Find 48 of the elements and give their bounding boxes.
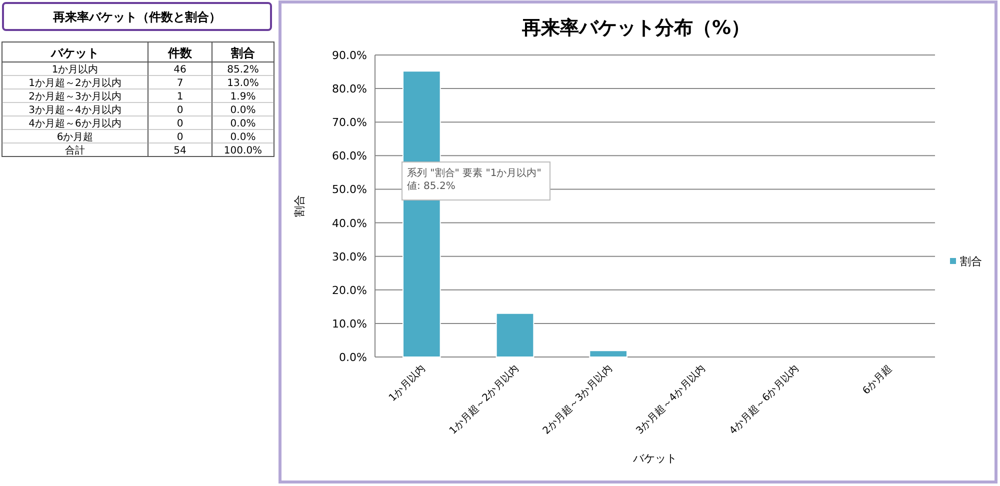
x-tick-label: 2か月超～3か月以内 [540,362,614,437]
bar [589,350,628,358]
data-label: 0 [176,105,184,116]
data-label: 0 [176,132,184,143]
data-label: 7 [176,78,184,89]
x-tick-label: 3か月超～4か月以内 [634,362,708,437]
x-tick-label: 1か月超～2か月以内 [447,362,522,437]
y-tick-label: 30.0% [332,250,367,264]
x-axis-title: バケット [632,452,677,465]
annotation: 系列 "割合" 要素 "1か月以内" 値: 85.2% [407,167,542,192]
y-tick-label: 60.0% [332,150,367,163]
data-label: 0.0% [230,132,256,143]
data-label: 1 [176,92,184,102]
data-label: 100.0% [224,146,262,156]
text: 件数 [167,46,193,60]
category-label: 1か月以内 [52,64,98,76]
data-label: 54 [174,146,186,156]
y-tick-label: 40.0% [332,216,367,230]
text: 再来率バケット（件数と割合） [52,10,221,24]
data-label: 0.0% [230,105,256,116]
category-label: 2か月超～3か月以内 [28,90,122,102]
category-label: 6か月超 [56,131,94,143]
text: 割合 [230,46,256,60]
y-tick-label: 0.0% [339,351,367,364]
data-label: 85.2% [227,64,259,76]
y-tick-label: 50.0% [332,183,367,196]
y-axis-title: 割合 [293,195,306,217]
category-label: 合計 [65,144,85,156]
data-label: 13.0% [227,78,259,89]
legend-label: 割合 [960,255,982,268]
category-label: 3か月超～4か月以内 [28,104,122,116]
y-tick-label: 90.0% [332,49,367,62]
text: バケット [50,46,99,60]
y-tick-label: 10.0% [332,317,367,330]
data-label: 46 [174,64,186,76]
data-label: 1.9% [230,92,256,102]
x-tick-label: 1か月以内 [386,362,428,404]
category-label: 1か月超～2か月以内 [28,77,122,89]
y-tick-label: 70.0% [332,116,367,130]
bar [496,312,534,358]
y-tick-label: 80.0% [332,82,367,96]
category-label: 4か月超～6か月以内 [28,118,122,130]
y-tick-label: 20.0% [332,284,367,297]
data-label: 0 [176,118,184,130]
x-tick-label: 6か月超 [860,362,894,397]
x-tick-label: 4か月超～6か月以内 [727,362,802,437]
data-label: 0.0% [230,118,256,130]
chart-title: 再来率バケット分布（%） [520,17,750,39]
